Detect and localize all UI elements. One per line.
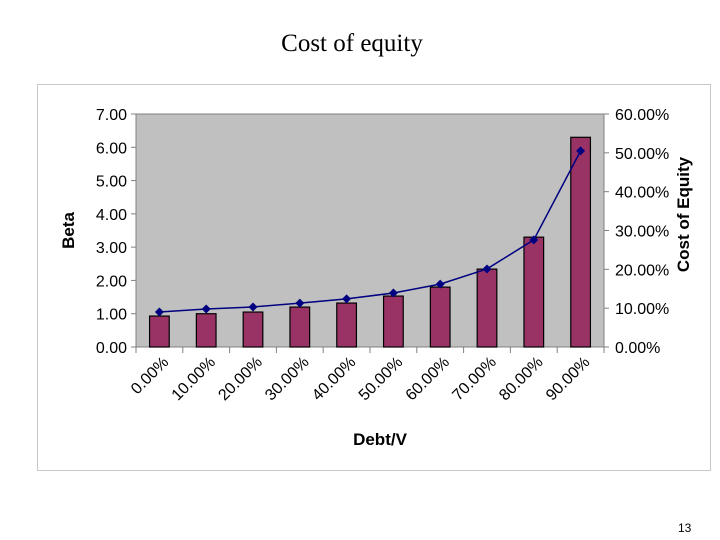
beta-bar [289, 306, 311, 348]
diamond-marker [529, 235, 539, 245]
diamond-marker [342, 294, 352, 304]
y2-tick-label: 50.00% [615, 146, 669, 163]
y-tick-label: 0.00 [96, 340, 127, 357]
chart-area: 0.00 1.00 2.00 3.00 4.00 5.00 6.00 7.00 0.00% 10.… [37, 84, 711, 471]
x-tick-label: 30.00% [262, 354, 312, 404]
diamond-marker [248, 302, 258, 312]
y-tick-label: 3.00 [96, 240, 127, 257]
beta-bar [242, 311, 264, 348]
y2-tick-label: 10.00% [615, 301, 669, 318]
x-tick-label: 10.00% [169, 354, 219, 404]
beta-bar [148, 315, 170, 348]
diamond-marker [388, 288, 398, 298]
beta-bar [195, 313, 217, 348]
y-tick-label: 2.00 [96, 273, 127, 290]
diamond-marker [201, 304, 211, 314]
cost-of-equity-line [159, 150, 582, 313]
beta-bar [476, 268, 498, 348]
x-axis-title: Debt/V [353, 430, 408, 449]
x-tick-label: 50.00% [356, 354, 406, 404]
x-tick-label: 80.00% [496, 354, 546, 404]
y2-tick-label: 20.00% [615, 262, 669, 279]
y2-tick-label: 60.00% [615, 107, 669, 124]
beta-bar [382, 295, 404, 348]
y2-tick-label: 40.00% [615, 185, 669, 202]
y-tick-label: 7.00 [96, 107, 127, 124]
x-tick-label: 0.00% [128, 354, 172, 398]
diamond-marker [576, 146, 586, 156]
x-tick-label: 90.00% [543, 354, 593, 404]
y-tick-label: 6.00 [96, 140, 127, 157]
diamond-marker [435, 279, 445, 289]
diamond-marker [482, 264, 492, 274]
beta-bar [429, 286, 451, 348]
x-tick-label: 20.00% [215, 354, 265, 404]
y2-tick-label: 0.00% [615, 340, 660, 357]
y2-axis-title: Cost of Equity [674, 156, 693, 272]
slide-title: Cost of equity [281, 30, 423, 57]
page-number: 13 [678, 521, 692, 535]
x-tick-label: 40.00% [309, 354, 359, 404]
y-tick-label: 4.00 [96, 207, 127, 224]
combo-chart: 0.001.002.003.004.005.006.007.000.00%10.… [59, 107, 693, 449]
x-tick-label: 60.00% [403, 354, 453, 404]
beta-bar [336, 302, 358, 348]
diamond-marker [295, 298, 305, 308]
y-tick-label: 5.00 [96, 174, 127, 191]
beta-bar [523, 236, 545, 348]
x-tick-label: 70.00% [449, 354, 499, 404]
diamond-marker [154, 307, 164, 317]
y-tick-label: 1.00 [96, 307, 127, 324]
y-axis-title: Beta [59, 212, 78, 249]
y2-tick-label: 30.00% [615, 224, 669, 241]
beta-bar [570, 136, 592, 348]
